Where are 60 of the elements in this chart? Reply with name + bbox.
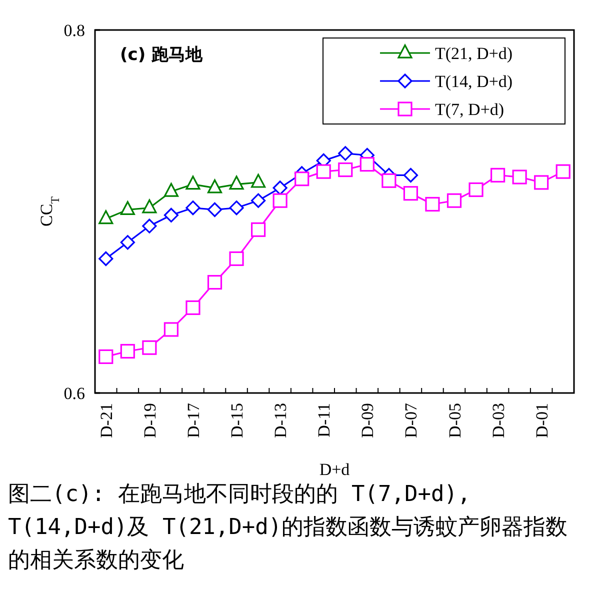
point bbox=[98, 210, 114, 224]
point bbox=[229, 176, 244, 190]
x-tick-label: D-01 bbox=[532, 403, 552, 438]
x-tick-label: D-17 bbox=[184, 402, 203, 438]
point bbox=[272, 193, 288, 208]
point bbox=[120, 344, 135, 359]
legend-label: T(7, D+d) bbox=[435, 100, 504, 119]
point bbox=[142, 199, 157, 214]
y-tick-label: 0.8 bbox=[64, 21, 85, 40]
point bbox=[360, 157, 374, 172]
x-tick-label: D-09 bbox=[358, 403, 378, 438]
point bbox=[207, 202, 222, 217]
point bbox=[98, 251, 114, 266]
annotation: (c) 跑马地 bbox=[120, 45, 204, 65]
point bbox=[272, 180, 288, 196]
point bbox=[512, 170, 527, 184]
x-tick-label: D-11 bbox=[314, 403, 334, 438]
point bbox=[186, 300, 200, 315]
legend-label: T(21, D+d) bbox=[435, 44, 513, 63]
point bbox=[294, 172, 310, 186]
point bbox=[250, 193, 266, 208]
x-tick-label: D-15 bbox=[228, 403, 247, 438]
point bbox=[250, 174, 266, 188]
point bbox=[207, 274, 222, 290]
x-tick-label: D-13 bbox=[271, 403, 290, 438]
point bbox=[425, 196, 440, 212]
point bbox=[120, 235, 135, 250]
x-tick-label: D-07 bbox=[402, 402, 421, 438]
point bbox=[142, 218, 157, 234]
text: 图二(c): 在跑马地不同时段的的 T(7,D+d), T(14,D+d)及 T(21,D+d)的指数函数与诱蚊产卵器指数的相关系数的变化 bbox=[8, 481, 569, 575]
point bbox=[338, 146, 353, 161]
y-tick-label: 0.6 bbox=[64, 384, 85, 403]
point bbox=[229, 251, 244, 266]
point bbox=[316, 164, 331, 179]
point bbox=[468, 182, 484, 198]
x-tick-label: D-19 bbox=[140, 403, 160, 438]
point bbox=[534, 175, 549, 190]
point bbox=[186, 176, 200, 190]
point bbox=[338, 162, 353, 178]
point bbox=[229, 200, 244, 216]
x-axis-title: D+d bbox=[319, 460, 350, 479]
point bbox=[556, 164, 570, 179]
point bbox=[446, 193, 462, 208]
point bbox=[250, 222, 266, 237]
point bbox=[98, 349, 114, 364]
point bbox=[164, 182, 179, 197]
x-tick-label: D-03 bbox=[488, 403, 508, 438]
x-tick-label: D-05 bbox=[445, 403, 464, 438]
point bbox=[403, 168, 418, 182]
point bbox=[186, 200, 200, 216]
point bbox=[403, 186, 418, 201]
point bbox=[490, 168, 506, 182]
point bbox=[382, 173, 396, 188]
point bbox=[120, 201, 135, 216]
point bbox=[164, 208, 179, 222]
point bbox=[207, 179, 222, 194]
x-tick-label: D-21 bbox=[96, 403, 116, 438]
point bbox=[164, 322, 179, 337]
point bbox=[142, 340, 157, 355]
legend-label: T(14, D+d) bbox=[435, 72, 513, 91]
